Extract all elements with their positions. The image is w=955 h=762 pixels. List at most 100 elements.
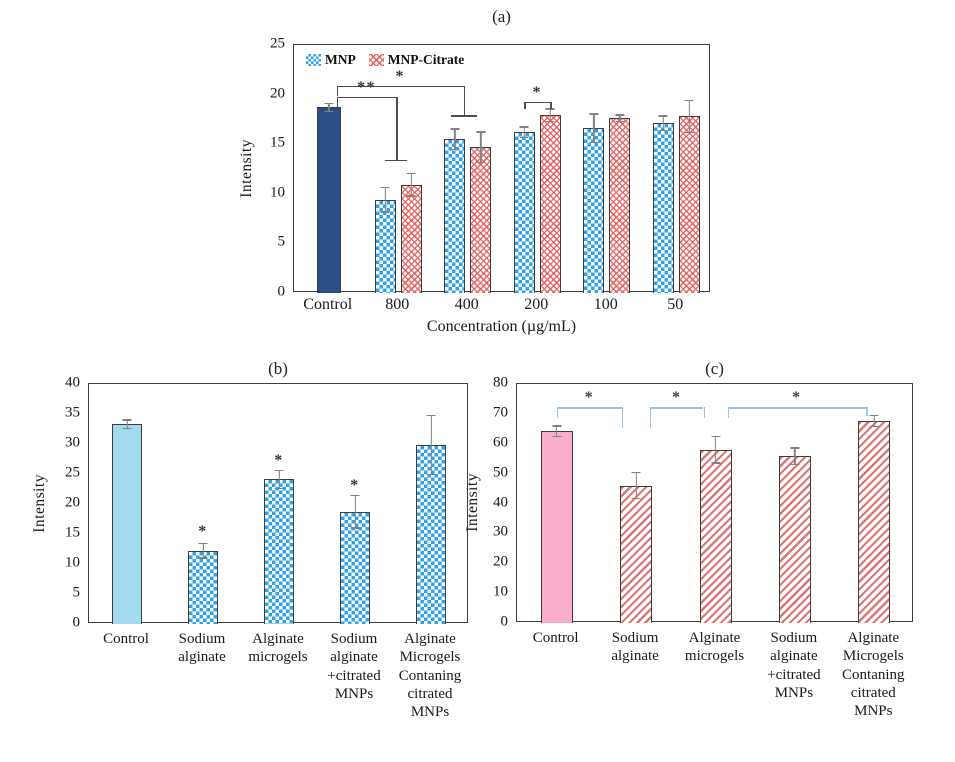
significance-bracket (556, 407, 623, 409)
y-tick-label: 10 (493, 583, 508, 600)
error-bar-sodium-alginate (631, 471, 641, 500)
bracket-end (550, 101, 552, 110)
error-bar-part (556, 425, 558, 438)
bracket-end (463, 85, 466, 116)
significance-label: * (672, 389, 682, 407)
x-tick-label-200: 200 (524, 296, 549, 313)
bar-sodium-alginate-citrated-mnps (778, 456, 811, 623)
error-bar-part (274, 487, 284, 489)
error-bar-part (519, 126, 529, 128)
y-tick-label: 30 (65, 434, 80, 451)
x-tick-label-100: 100 (593, 296, 618, 313)
bar-mnp (513, 132, 535, 293)
error-bar-part (688, 99, 690, 134)
y-tick-label: 25 (65, 464, 80, 481)
error-bar-part (450, 128, 460, 130)
error-bar-part (430, 415, 432, 476)
y-tick-label: 80 (493, 374, 508, 391)
bar-control (316, 107, 341, 293)
error-bar-sodium-alginate-citrated-mnps (350, 495, 360, 529)
error-bar-mnp-citrate (406, 172, 416, 197)
error-bar-part (426, 415, 436, 417)
panel-b-chart: (b) Intensity * * * 0 5 10 15 20 25 30 35 40 Contro… (31, 359, 468, 720)
significance-label: ** (357, 78, 376, 96)
bar-mnp (374, 199, 396, 293)
error-bar-part (380, 211, 390, 213)
legend-item-mnp: MNP (306, 52, 356, 68)
significance-label: * (584, 389, 595, 407)
bar-alginate-microgels (264, 479, 294, 624)
bracket-end (524, 101, 526, 110)
y-tick-label: 20 (270, 85, 285, 102)
significance-label: * (792, 389, 802, 407)
error-bar-part (454, 128, 456, 151)
error-bar-part (406, 172, 416, 175)
x-tick-label-control: Control (532, 630, 579, 646)
error-bar-mnp-citrate (476, 131, 486, 164)
error-bar-part (631, 471, 641, 474)
error-bar-part (869, 425, 879, 427)
x-tick-label-alginate: Alginate microgels (248, 631, 308, 666)
x-tick-label-800: 800 (385, 296, 410, 313)
error-bar-alginate-microgels-contaning-citrated-mnps (869, 415, 879, 427)
error-bar-part (635, 471, 637, 500)
error-bar-sodium-alginate (198, 543, 208, 559)
error-bar-mnp-citrate (615, 114, 625, 123)
x-tick-label-control: Control (303, 296, 353, 313)
error-bar-part (711, 462, 720, 464)
bar-sodium-alginate-citrated-mnps (340, 511, 370, 624)
panel-c-title: (c) (705, 359, 724, 378)
x-tick-label-control: Control (103, 631, 149, 647)
error-bar-part (274, 469, 284, 472)
y-tick-label: 10 (270, 184, 285, 201)
significance-bracket (524, 101, 551, 103)
bracket-end (336, 96, 339, 108)
bar-mnp-citrate (470, 147, 492, 293)
y-tick-label: 10 (65, 554, 80, 571)
error-bar-mnp (519, 126, 529, 139)
x-tick-label-alginate: Alginate Microgels Contaning citrated MN… (842, 630, 905, 720)
error-bar-part (450, 148, 460, 151)
error-bar-part (384, 186, 386, 213)
bracket-end (396, 96, 398, 161)
panel-a-chart: (a) Intensity MNP MNP-Citrate ** * * Conce… (238, 7, 710, 335)
error-bar-part (519, 136, 529, 139)
error-bar-part (552, 435, 562, 438)
panel-c-chart: (c) Intensity * * * 0 10 20 30 40 50 60 70 80 Contr… (464, 359, 913, 719)
error-bar-alginate-microgels (711, 435, 720, 464)
y-tick-label: 40 (493, 494, 508, 510)
significance-bracket (336, 85, 464, 88)
x-tick-label-sodium: Sodium alginate +citrated MNPs (767, 630, 821, 701)
panel-c-y-axis-label: Intensity (464, 383, 482, 622)
significance-bracket (727, 407, 867, 409)
bar-mnp-citrate (400, 184, 422, 293)
significance-label: * (532, 83, 542, 101)
bracket-end (866, 407, 868, 417)
error-bar-part (350, 495, 360, 497)
error-bar-part (549, 108, 551, 123)
panel-b-title: (b) (268, 359, 288, 378)
error-bar-part (589, 141, 599, 144)
error-bar-part (122, 427, 132, 429)
error-bar-part (480, 131, 482, 164)
mnp-citrate-pattern-swatch-icon (368, 54, 384, 66)
bracket-end (727, 407, 729, 418)
x-tick-label-alginate: Alginate microgels (684, 630, 745, 665)
x-tick-label-400: 400 (454, 296, 479, 313)
y-tick-label: 30 (493, 523, 508, 540)
y-tick-label: 0 (500, 613, 509, 630)
significance-bracket (336, 96, 397, 98)
error-bar-part (545, 121, 555, 123)
y-tick-label: 15 (270, 134, 285, 151)
x-tick-label-sodium: Sodium alginate (611, 630, 659, 665)
significance-star: * (350, 477, 360, 494)
panel-c-plot-area: * * * (516, 383, 913, 623)
error-bar-part (790, 463, 800, 466)
bar-sodium-alginate (188, 550, 218, 624)
bracket-end (622, 407, 624, 429)
error-bar-mnp (658, 115, 668, 132)
x-tick-label-50: 50 (667, 296, 684, 313)
y-tick-label: 5 (72, 584, 81, 601)
error-bar-part (619, 114, 621, 123)
